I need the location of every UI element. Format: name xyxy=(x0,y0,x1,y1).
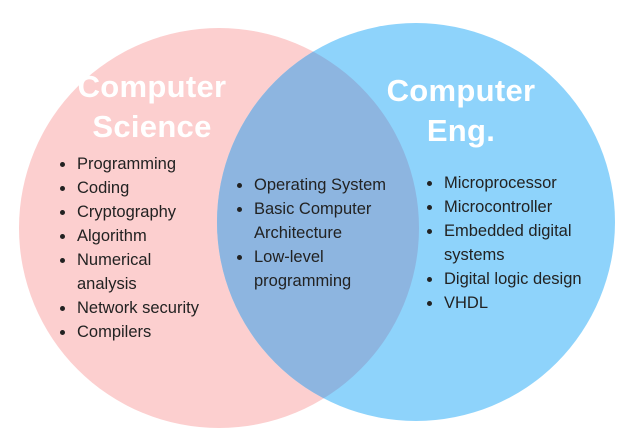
computer-science-title: Computer Science xyxy=(62,67,242,147)
list-item: Operating System xyxy=(235,173,410,197)
list-item: VHDL xyxy=(425,291,600,315)
list-item: Compilers xyxy=(58,320,208,344)
list-item-text: Coding xyxy=(77,179,130,197)
list-item-text: Algorithm xyxy=(77,227,147,245)
list-item: Numerical analysis xyxy=(58,248,208,296)
computer-engineering-list: Microprocessor Microcontroller Embedded di… xyxy=(425,171,600,315)
list-item-text: Digital logic design xyxy=(444,270,582,288)
list-item: Microcontroller xyxy=(425,195,600,219)
list-item-text: analysis xyxy=(77,275,137,293)
title-line: Science xyxy=(92,109,212,144)
list-item-text: Cryptography xyxy=(77,203,177,221)
list-item: Microprocessor xyxy=(425,171,600,195)
list-item: Coding xyxy=(58,176,208,200)
list-item-text: Numerical xyxy=(77,251,152,269)
list-item: Embedded digital systems xyxy=(425,219,600,267)
title-line: Computer xyxy=(386,73,536,108)
list-item-text: Microprocessor xyxy=(444,174,557,192)
list-item: Digital logic design xyxy=(425,267,600,291)
list-item: Network security xyxy=(58,296,208,320)
computer-engineering-title: Computer Eng. xyxy=(378,71,544,151)
list-item-text: programming xyxy=(254,272,352,290)
list-item-text: Network security xyxy=(77,299,199,317)
title-line: Eng. xyxy=(426,113,496,148)
shared-topics-list: Operating System Basic Computer Architectu… xyxy=(235,173,410,293)
computer-science-list: Programming Coding Cryptography Algorithm Nu… xyxy=(58,152,208,344)
list-item-text: Operating System xyxy=(254,176,387,194)
overlap-region xyxy=(217,28,419,421)
title-line: Computer xyxy=(77,69,227,104)
list-item-text: Embedded digital xyxy=(444,222,572,240)
list-item-text: Compilers xyxy=(77,323,152,341)
list-item: Low-level programming xyxy=(235,245,410,293)
list-item-text: Low-level xyxy=(254,248,324,266)
list-item: Algorithm xyxy=(58,224,208,248)
list-item: Basic Computer Architecture xyxy=(235,197,410,245)
list-item: Cryptography xyxy=(58,200,208,224)
list-item-text: Architecture xyxy=(254,224,343,242)
list-item-text: VHDL xyxy=(444,294,489,312)
list-item: Programming xyxy=(58,152,208,176)
list-item-text: Basic Computer xyxy=(254,200,372,218)
list-item-text: Microcontroller xyxy=(444,198,553,216)
list-item-text: Programming xyxy=(77,155,177,173)
list-item-text: systems xyxy=(444,246,505,264)
